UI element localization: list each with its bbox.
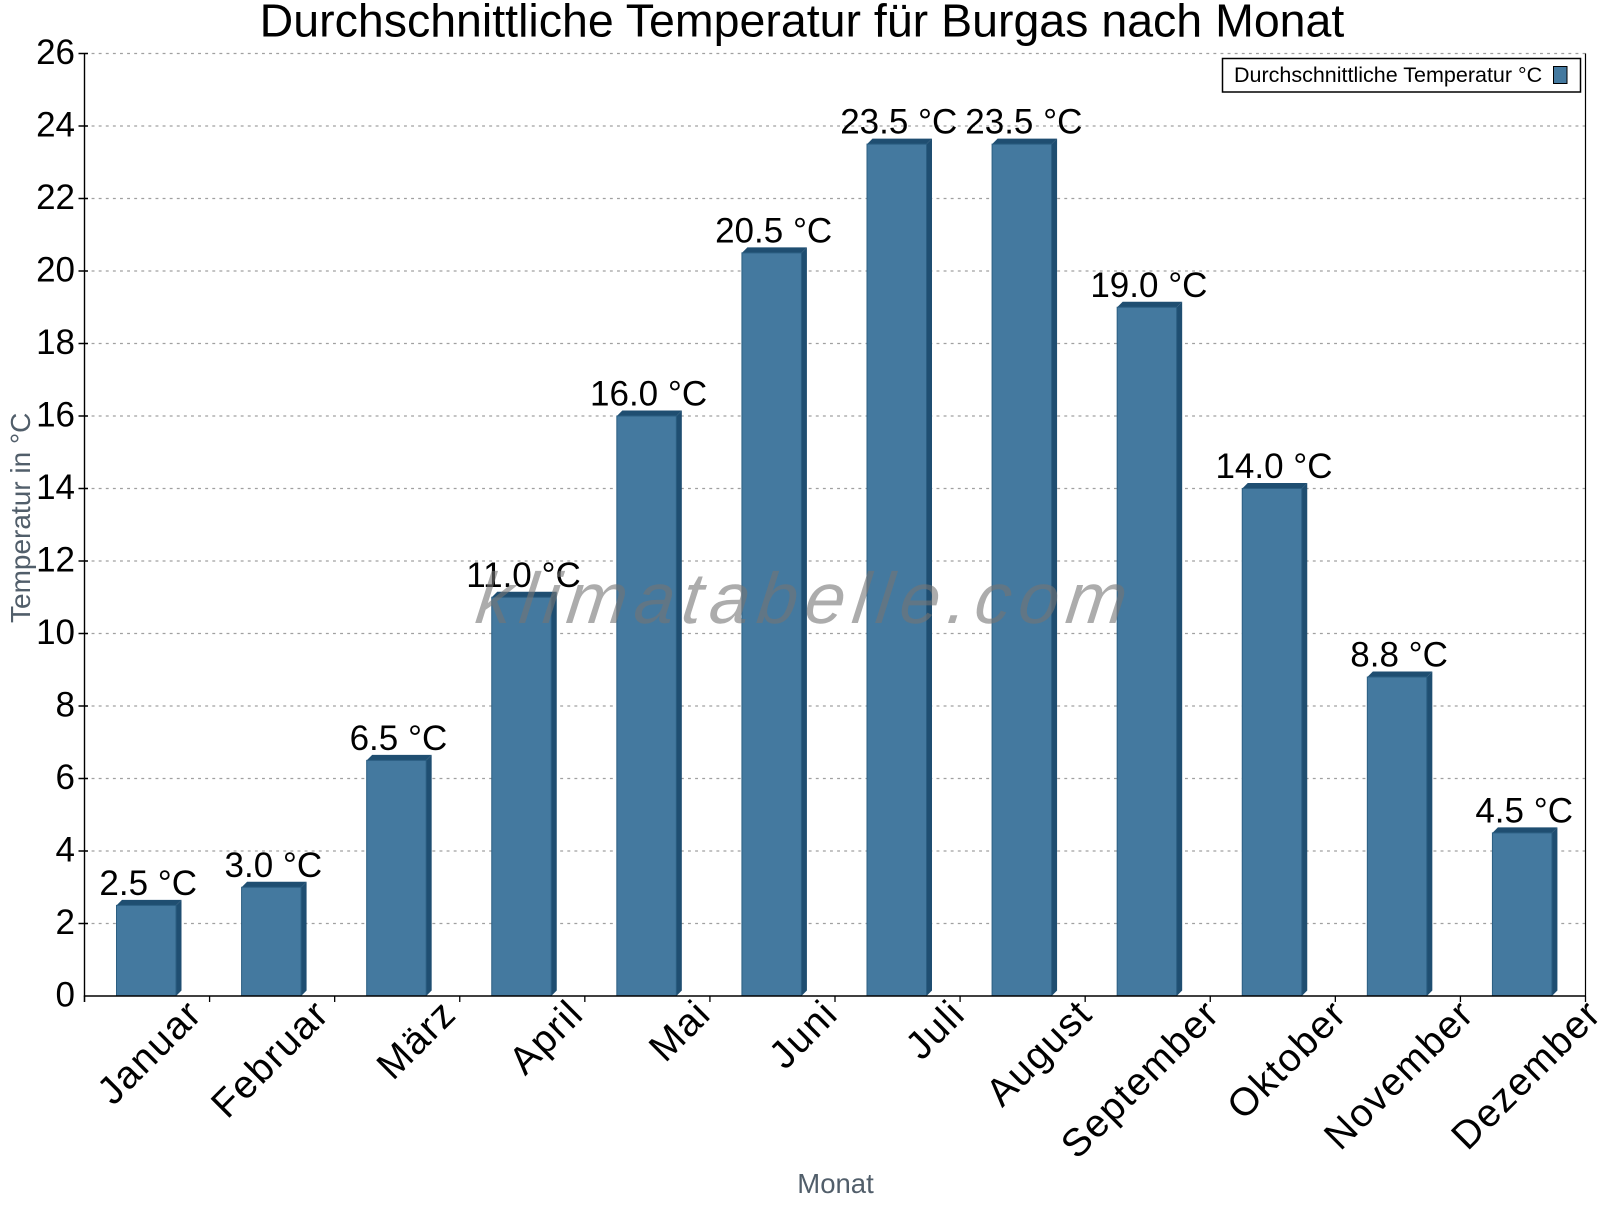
svg-text:26: 26 (36, 33, 75, 72)
svg-text:0: 0 (56, 976, 75, 1015)
svg-text:8: 8 (56, 686, 75, 725)
svg-text:6.5 °C: 6.5 °C (350, 719, 448, 758)
svg-text:24: 24 (36, 106, 75, 145)
svg-text:23.5 °C: 23.5 °C (965, 103, 1082, 142)
svg-text:20.5 °C: 20.5 °C (715, 211, 832, 250)
svg-text:2: 2 (56, 903, 75, 942)
svg-text:19.0 °C: 19.0 °C (1090, 266, 1207, 305)
svg-text:14: 14 (36, 468, 75, 507)
svg-text:Monat: Monat (797, 1168, 874, 1199)
svg-text:Durchschnittliche Temperatur °: Durchschnittliche Temperatur °C (1234, 63, 1542, 87)
svg-text:22: 22 (36, 178, 75, 217)
svg-text:16.0 °C: 16.0 °C (590, 375, 707, 414)
svg-text:12: 12 (36, 541, 75, 580)
svg-text:Durchschnittliche Temperatur f: Durchschnittliche Temperatur für Burgas … (260, 0, 1345, 47)
svg-text:8.8 °C: 8.8 °C (1350, 636, 1448, 675)
svg-text:23.5 °C: 23.5 °C (840, 103, 957, 142)
svg-text:20: 20 (36, 251, 75, 290)
svg-text:10: 10 (36, 613, 75, 652)
svg-text:16: 16 (36, 396, 75, 435)
svg-text:14.0 °C: 14.0 °C (1215, 447, 1332, 486)
svg-text:11.0 °C: 11.0 °C (466, 556, 581, 595)
svg-text:6: 6 (56, 758, 75, 797)
svg-text:4: 4 (56, 831, 75, 870)
svg-text:3.0 °C: 3.0 °C (225, 846, 323, 885)
svg-text:18: 18 (36, 323, 75, 362)
svg-text:Temperatur in °C: Temperatur in °C (5, 413, 36, 623)
svg-text:2.5 °C: 2.5 °C (99, 864, 197, 903)
svg-text:4.5 °C: 4.5 °C (1475, 791, 1573, 830)
